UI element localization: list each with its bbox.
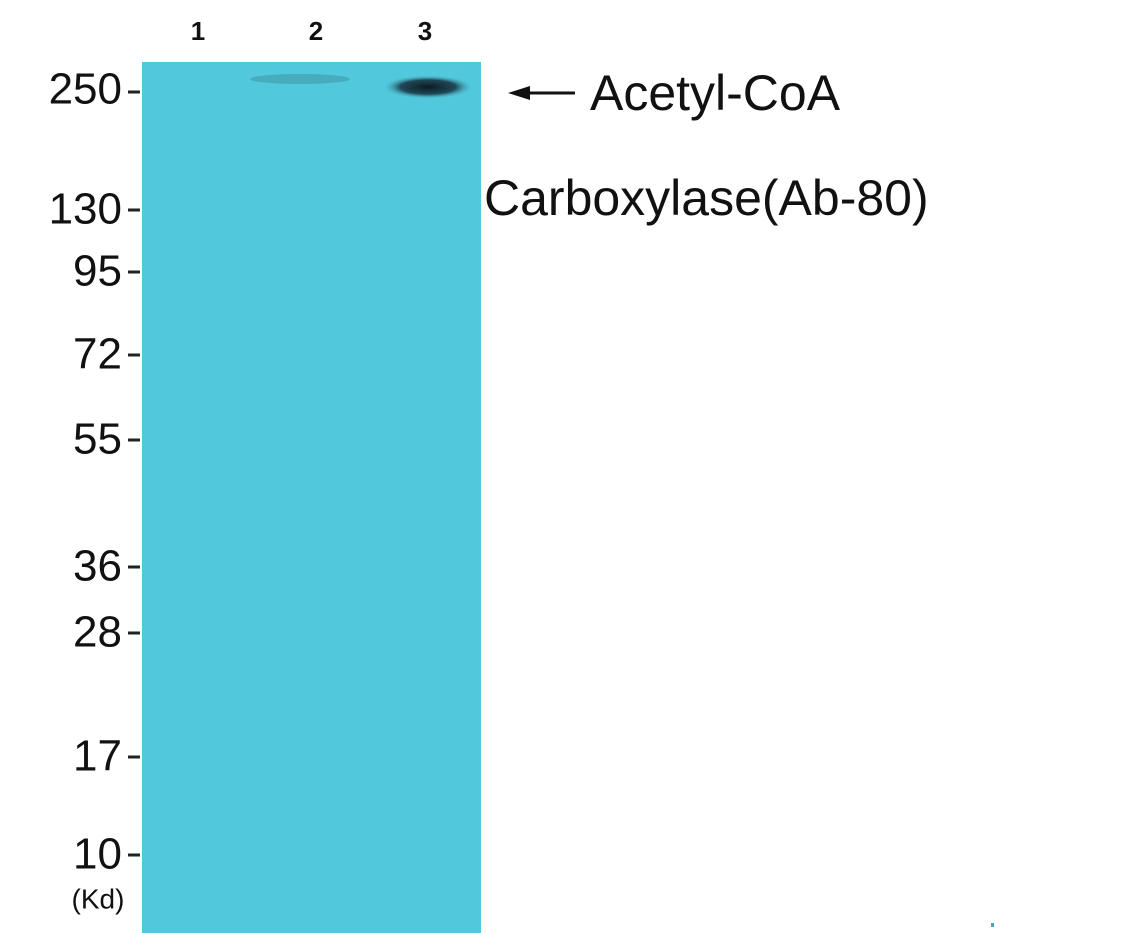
marker-label: 55 <box>73 415 122 464</box>
lane-label: 3 <box>418 16 432 46</box>
marker-label: 36 <box>73 542 122 591</box>
lane-label: 1 <box>191 16 205 46</box>
faint-band <box>250 74 350 84</box>
marker-label: 28 <box>73 608 122 657</box>
arrow <box>508 86 575 100</box>
marker-label: 72 <box>73 330 122 379</box>
annotation: Acetyl-CoA <box>590 65 841 121</box>
unit-label: (Kd) <box>72 883 125 914</box>
marker-ticks <box>128 90 140 857</box>
marker-label: 10 <box>73 830 122 879</box>
marker-label: 17 <box>73 732 122 781</box>
speck <box>991 923 994 927</box>
annotation: Carboxylase(Ab-80) <box>484 170 929 226</box>
membrane <box>142 62 481 933</box>
band <box>382 75 474 99</box>
marker-label: 250 <box>49 65 122 114</box>
marker-label: 95 <box>73 247 122 296</box>
marker-label: 130 <box>49 185 122 234</box>
lane-label: 2 <box>309 16 323 46</box>
